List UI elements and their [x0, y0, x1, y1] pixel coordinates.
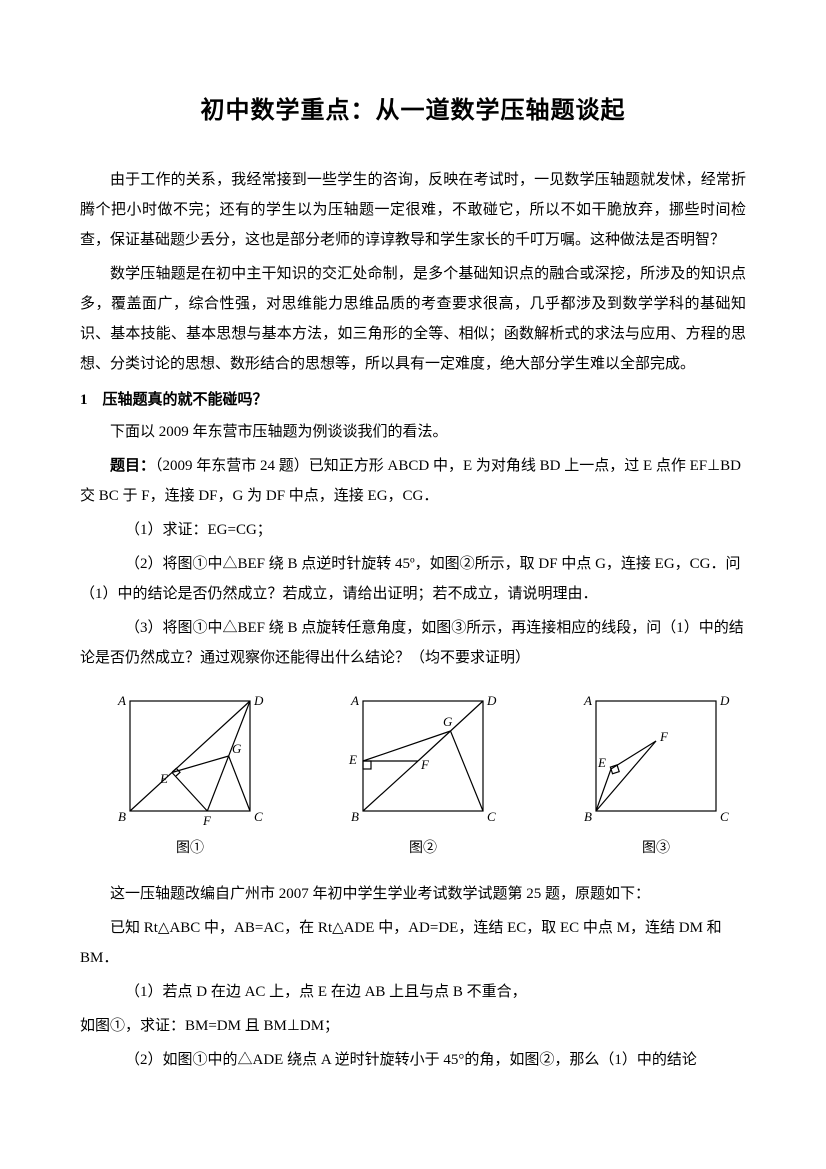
fig3-label-B: B	[584, 809, 592, 824]
after-fig-p2: 已知 Rt△ABC 中，AB=AC，在 Rt△ADE 中，AD=DE，连结 EC…	[80, 913, 746, 973]
figure-1: A D B C E F G 图①	[110, 691, 270, 857]
fig2-label-B: B	[351, 809, 359, 824]
figure-2: A D B C E F G 图②	[343, 691, 503, 857]
fig3-label-D: D	[719, 693, 730, 708]
page-title: 初中数学重点：从一道数学压轴题谈起	[80, 90, 746, 125]
fig1-label-D: D	[253, 693, 264, 708]
fig3-label-E: E	[597, 755, 606, 770]
figures-row: A D B C E F G 图①	[80, 691, 746, 857]
figure-3-svg: A D B C E F	[576, 691, 736, 831]
after-fig-p4: 如图①，求证：BM=DM 且 BM⊥DM；	[80, 1011, 746, 1041]
question-1: （1）求证：EG=CG；	[80, 515, 746, 545]
fig2-label-F: F	[420, 757, 430, 772]
question-3: （3）将图①中△BEF 绕 B 点旋转任意角度，如图③所示，再连接相应的线段，问…	[80, 613, 746, 673]
fig2-label-C: C	[487, 809, 496, 824]
after-fig-p3: （1）若点 D 在边 AC 上，点 E 在边 AB 上且与点 B 不重合，	[80, 977, 746, 1007]
figure-1-svg: A D B C E F G	[110, 691, 270, 831]
fig1-label-F: F	[202, 813, 212, 828]
figure-2-label: 图②	[409, 837, 437, 857]
question-2: （2）将图①中△BEF 绕 B 点逆时针旋转 45º，如图②所示，取 DF 中点…	[80, 549, 746, 609]
fig1-label-B: B	[118, 809, 126, 824]
paragraph-1: 由于工作的关系，我经常接到一些学生的咨询，反映在考试时，一见数学压轴题就发怵，经…	[80, 165, 746, 255]
problem-statement: 题目：（2009 年东营市 24 题）已知正方形 ABCD 中，E 为对角线 B…	[80, 451, 746, 511]
after-fig-p5: （2）如图①中的△ADE 绕点 A 逆时针旋转小于 45°的角，如图②，那么（1…	[80, 1045, 746, 1075]
fig1-label-A: A	[117, 693, 126, 708]
figure-3-label: 图③	[642, 837, 670, 857]
section-1-intro: 下面以 2009 年东营市压轴题为例谈谈我们的看法。	[80, 417, 746, 447]
fig1-label-E: E	[159, 771, 168, 786]
fig1-label-C: C	[254, 809, 263, 824]
fig3-label-C: C	[720, 809, 729, 824]
figure-2-svg: A D B C E F G	[343, 691, 503, 831]
fig3-label-F: F	[659, 729, 669, 744]
fig2-label-A: A	[350, 693, 359, 708]
section-1-heading: 1 压轴题真的就不能碰吗？	[80, 385, 746, 415]
problem-lead: 题目：	[110, 458, 155, 474]
paragraph-2: 数学压轴题是在初中主干知识的交汇处命制，是多个基础知识点的融合或深挖，所涉及的知…	[80, 259, 746, 379]
fig2-label-D: D	[486, 693, 497, 708]
fig3-label-A: A	[583, 693, 592, 708]
fig2-label-G: G	[443, 714, 453, 729]
figure-3: A D B C E F 图③	[576, 691, 736, 857]
problem-main: （2009 年东营市 24 题）已知正方形 ABCD 中，E 为对角线 BD 上…	[80, 458, 741, 504]
after-fig-p1: 这一压轴题改编自广州市 2007 年初中学生学业考试数学试题第 25 题，原题如…	[80, 879, 746, 909]
fig2-label-E: E	[348, 752, 357, 767]
figure-1-label: 图①	[176, 837, 204, 857]
fig1-label-G: G	[232, 741, 242, 756]
page: 初中数学重点：从一道数学压轴题谈起 由于工作的关系，我经常接到一些学生的咨询，反…	[0, 0, 826, 1169]
